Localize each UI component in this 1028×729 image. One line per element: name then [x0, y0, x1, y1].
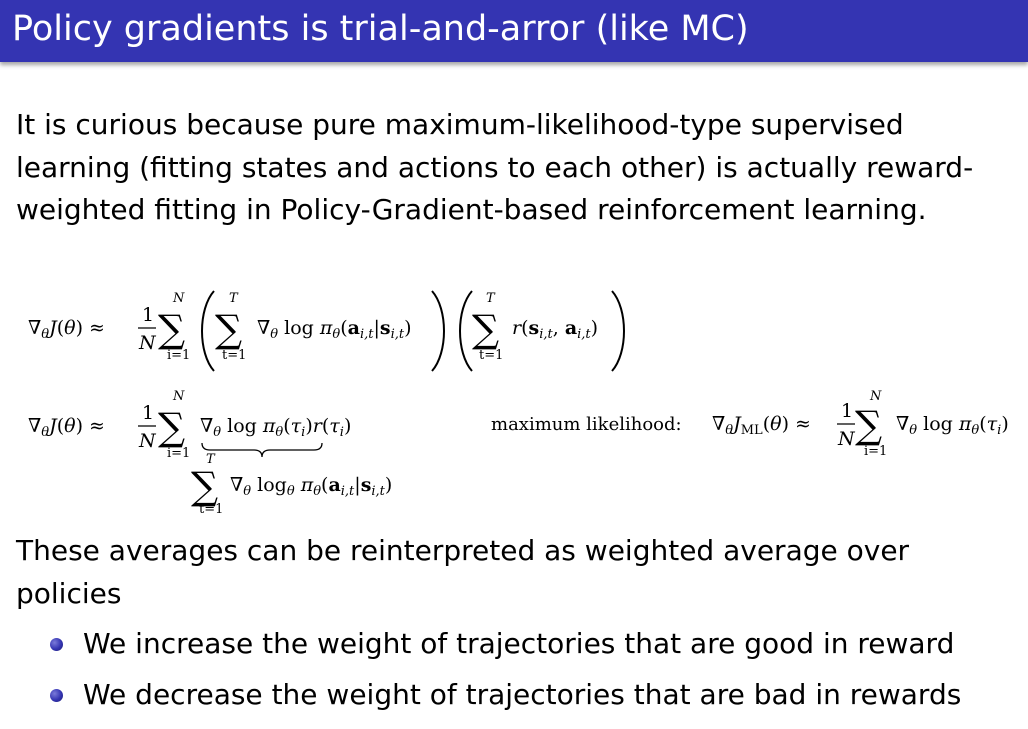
equation-1: ∇θJ(θ) ≈ 1 N N ∑ i=1 T ∑ t=1 ∇θ log πθ(a…	[28, 290, 625, 372]
bullet-dot-icon	[50, 638, 63, 651]
eq1-inner-sum-upper: T	[229, 291, 239, 306]
eq3-sum-lower: i=1	[864, 444, 887, 459]
bullet-dot-icon	[50, 689, 63, 702]
eq1-term2: r(si,t, ai,t)	[512, 317, 598, 342]
intro-paragraph: It is curious because pure maximum-likel…	[16, 108, 974, 226]
title-bar: Policy gradients is trial-and-arror (lik…	[0, 0, 1028, 62]
eq1-frac-den: N	[138, 332, 157, 354]
eq3-term: ∇θ log πθ(τi)	[896, 413, 1009, 438]
eq3-sum: ∑	[855, 403, 882, 447]
eq2-ub-sum: ∑	[191, 464, 218, 508]
eq1-outer-sum-lower: i=1	[167, 348, 190, 363]
eq2-ub-sum-lower: t=1	[199, 502, 223, 513]
underbrace	[201, 442, 323, 458]
body-paragraph: These averages can be reinterpreted as w…	[16, 534, 910, 610]
eq1-inner-sum-lower: t=1	[222, 348, 246, 363]
equation-2: ∇θJ(θ) ≈ 1 N N ∑ i=1 ∇θ log πθ(τi)r(τi) …	[28, 389, 392, 513]
bullet-text: We decrease the weight of trajectories t…	[83, 678, 962, 711]
eq2-underbrace-term: ∇θ logθ πθ(ai,t|si,t)	[230, 474, 392, 499]
eq3-frac-den: N	[837, 428, 856, 450]
eq1-reward-sum-upper: T	[486, 291, 496, 306]
eq1-term1: ∇θ log πθ(ai,t|si,t)	[257, 317, 412, 342]
slide-title: Policy gradients is trial-and-arror (lik…	[12, 9, 749, 49]
eq2-sum-upper: N	[172, 389, 185, 404]
eq2-frac-num: 1	[142, 402, 154, 424]
eq2-frac-den: N	[138, 430, 157, 452]
eq3-lhs: ∇θJML(θ) ≈	[712, 413, 811, 438]
eq1-frac-num: 1	[142, 304, 154, 326]
eq2-sum-lower: i=1	[167, 446, 190, 461]
eq3-label: maximum likelihood:	[491, 414, 682, 435]
eq2-term: ∇θ log πθ(τi)r(τi)	[200, 415, 351, 440]
equations: ∇θJ(θ) ≈ 1 N N ∑ i=1 T ∑ t=1 ∇θ log πθ(a…	[28, 290, 1009, 513]
equation-3: maximum likelihood: ∇θJML(θ) ≈ 1 N N ∑ i…	[491, 389, 1009, 459]
eq1-inner-sum: ∑	[215, 307, 242, 351]
eq1-outer-sum: ∑	[158, 307, 185, 351]
eq3-sum-upper: N	[869, 389, 882, 404]
eq2-sum: ∑	[158, 405, 185, 449]
eq1-outer-sum-upper: N	[172, 291, 185, 306]
bullet-text: We increase the weight of trajectories t…	[83, 627, 955, 660]
eq1-reward-sum-lower: t=1	[479, 348, 503, 363]
eq2-ub-sum-upper: T	[206, 452, 216, 467]
eq1-reward-sum: ∑	[472, 307, 499, 351]
eq1-lhs: ∇θJ(θ) ≈	[28, 317, 105, 342]
eq3-frac-num: 1	[841, 400, 853, 422]
eq2-lhs: ∇θJ(θ) ≈	[28, 415, 105, 440]
